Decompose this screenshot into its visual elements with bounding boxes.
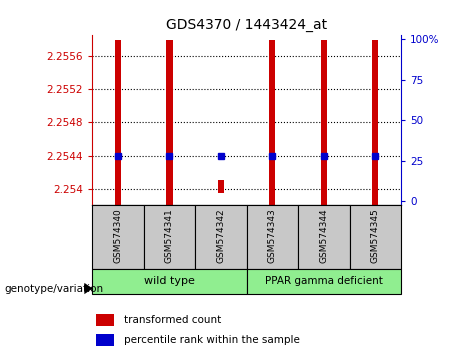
Bar [115, 40, 121, 205]
Bar [247, 205, 298, 269]
Bar [92, 205, 144, 269]
Text: GSM574345: GSM574345 [371, 209, 380, 263]
Bar [144, 205, 195, 269]
Bar [96, 314, 114, 326]
Text: transformed count: transformed count [124, 315, 221, 325]
Bar [195, 205, 247, 269]
Bar [349, 205, 401, 269]
Bar [269, 40, 276, 205]
Text: wild type: wild type [144, 276, 195, 286]
Bar [96, 334, 114, 346]
Polygon shape [84, 283, 93, 294]
Text: PPAR gamma deficient: PPAR gamma deficient [265, 276, 383, 286]
Title: GDS4370 / 1443424_at: GDS4370 / 1443424_at [166, 18, 327, 32]
Bar [166, 40, 172, 205]
Text: percentile rank within the sample: percentile rank within the sample [124, 335, 300, 345]
Bar [372, 40, 378, 205]
Bar [298, 205, 349, 269]
Bar [247, 269, 401, 294]
Bar [321, 40, 327, 205]
Bar [218, 181, 224, 193]
Text: GSM574343: GSM574343 [268, 209, 277, 263]
Bar [92, 269, 247, 294]
Text: GSM574340: GSM574340 [113, 209, 123, 263]
Text: GSM574341: GSM574341 [165, 209, 174, 263]
Text: genotype/variation: genotype/variation [5, 284, 104, 293]
Text: GSM574342: GSM574342 [216, 209, 225, 263]
Text: GSM574344: GSM574344 [319, 209, 328, 263]
